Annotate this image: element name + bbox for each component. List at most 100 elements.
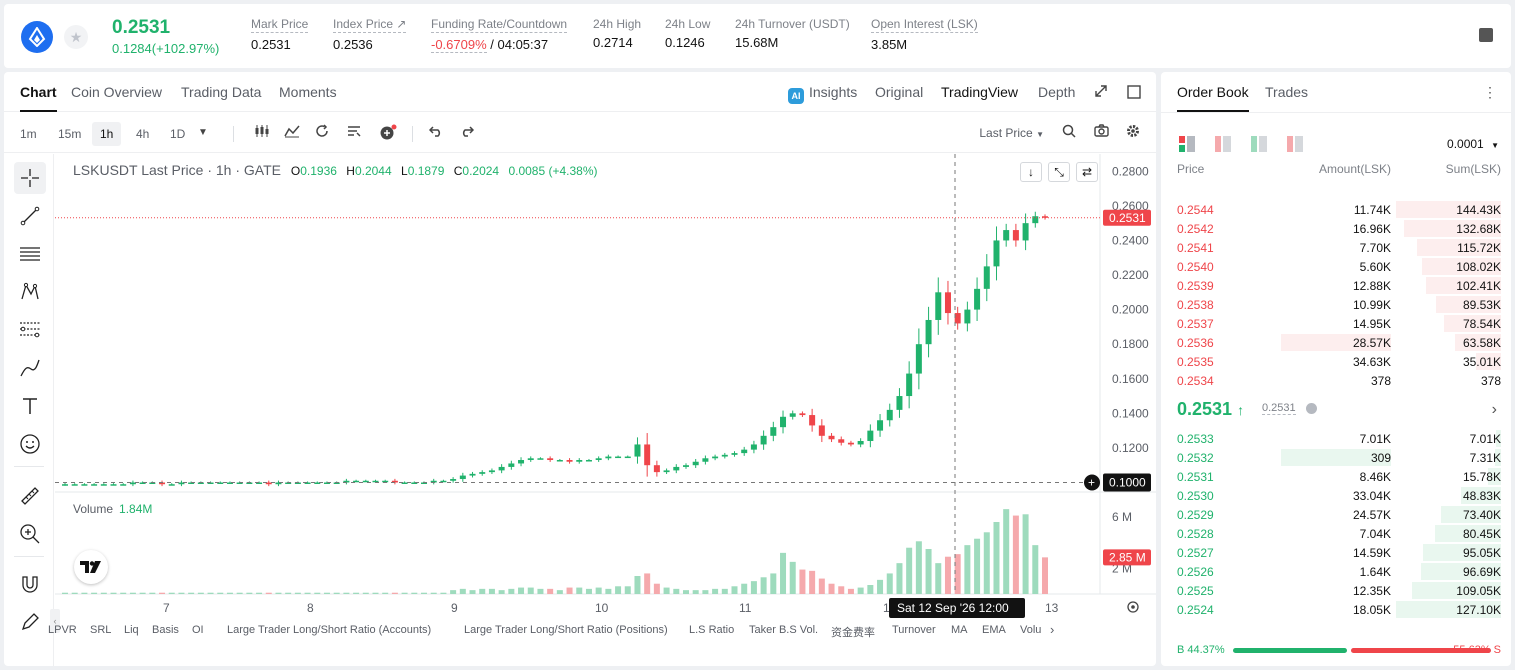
ask-row[interactable]: 0.2538 10.99K 89.53K (1161, 295, 1511, 314)
bid-row[interactable]: 0.2531 8.46K 15.78K (1161, 467, 1511, 486)
tab-moments[interactable]: Moments (279, 84, 337, 100)
window-icon[interactable] (1127, 85, 1141, 104)
timeframe-4h[interactable]: 4h (136, 127, 150, 141)
indicator-funding-rate[interactable]: 资金费率 (831, 627, 875, 639)
collapse-toolbar-chevron-icon[interactable]: ‹ (50, 609, 60, 633)
bid-row[interactable]: 0.2526 1.64K 96.69K (1161, 562, 1511, 581)
indicator-turnover[interactable]: Turnover (892, 624, 936, 636)
ruler-tool-icon[interactable] (14, 480, 46, 512)
timeframe-15m[interactable]: 15m (58, 127, 82, 141)
tab-trading-data[interactable]: Trading Data (181, 84, 262, 100)
swap-icon[interactable]: ⇄ (1076, 162, 1098, 182)
ask-row[interactable]: 0.2537 14.95K 78.54K (1161, 314, 1511, 333)
price-type-select[interactable]: Last Price ▼ (979, 126, 1044, 140)
tab-order-book[interactable]: Order Book (1177, 84, 1249, 112)
emoji-tool-icon[interactable] (14, 428, 46, 460)
candle-body (479, 472, 486, 474)
ask-row[interactable]: 0.2539 12.88K 102.41K (1161, 276, 1511, 295)
indicator-ls-ratio[interactable]: L.S Ratio (689, 624, 735, 636)
more-vertical-icon[interactable]: ⋮ (1483, 84, 1497, 100)
tab-depth[interactable]: Depth (1038, 84, 1076, 100)
gear-icon[interactable] (1126, 124, 1140, 141)
timeframe-1m[interactable]: 1m (20, 127, 37, 141)
redo-icon[interactable] (460, 124, 475, 140)
ask-row[interactable]: 0.2540 5.60K 108.02K (1161, 257, 1511, 276)
timeframe-1d[interactable]: 1D (170, 127, 186, 141)
indicators-icon[interactable] (284, 124, 300, 141)
ask-row[interactable]: 0.2541 7.70K 115.72K (1161, 238, 1511, 257)
tab-original[interactable]: Original (875, 84, 924, 100)
refresh-icon[interactable] (315, 124, 329, 141)
chevron-down-icon[interactable]: ▼ (198, 127, 208, 138)
ask-row[interactable]: 0.2534 378 378 (1161, 371, 1511, 390)
indicator-lt-positions[interactable]: Large Trader Long/Short Ratio (Positions… (464, 624, 668, 636)
templates-icon[interactable] (347, 124, 361, 141)
ask-row[interactable]: 0.2542 16.96K 132.68K (1161, 219, 1511, 238)
search-icon[interactable] (1062, 124, 1076, 141)
chart-canvas[interactable]: 0.2800 0.2600 0.2400 0.2200 0.2000 0.1800 0.16… (55, 154, 1156, 666)
tab-tradingview[interactable]: TradingView (941, 84, 1019, 100)
undo-icon[interactable] (428, 124, 443, 140)
indicator-ma[interactable]: MA (951, 624, 968, 636)
tab-insights[interactable]: AI Insights (788, 84, 857, 104)
indicator-srl[interactable]: SRL (90, 624, 112, 636)
add-indicator-icon[interactable] (379, 124, 397, 143)
precision-select[interactable]: 0.0001 ▼ (1447, 137, 1499, 151)
tab-trades[interactable]: Trades (1265, 84, 1309, 100)
book-icon[interactable] (1479, 28, 1493, 42)
volume-bar (857, 587, 864, 594)
text-tool-icon[interactable] (14, 390, 46, 422)
chevron-right-icon[interactable]: › (1050, 622, 1055, 637)
chevron-right-icon[interactable]: › (1491, 401, 1497, 418)
pattern-tool-icon[interactable] (14, 276, 46, 308)
favorite-star-icon[interactable]: ★ (64, 25, 88, 49)
collapse-icon[interactable]: ⤡ (1048, 162, 1070, 182)
ask-row[interactable]: 0.2536 28.57K 63.58K (1161, 333, 1511, 352)
layout-both-icon[interactable] (1179, 136, 1195, 157)
horizontal-lines-tool-icon[interactable] (14, 238, 46, 270)
bid-row[interactable]: 0.2527 14.59K 95.05K (1161, 543, 1511, 562)
tradingview-logo-icon[interactable] (74, 550, 108, 584)
fib-tool-icon[interactable] (14, 314, 46, 346)
bid-row[interactable]: 0.2530 33.04K 48.83K (1161, 486, 1511, 505)
indicator-oi[interactable]: OI (192, 624, 204, 636)
bid-row[interactable]: 0.2528 7.04K 80.45K (1161, 524, 1511, 543)
arrow-down-icon[interactable]: ↓ (1020, 162, 1042, 182)
camera-icon[interactable] (1094, 124, 1109, 140)
brush-tool-icon[interactable] (14, 352, 46, 384)
price-chart[interactable]: 0.2800 0.2600 0.2400 0.2200 0.2000 0.1800 0.16… (55, 154, 1156, 666)
bid-row[interactable]: 0.2533 7.01K 7.01K (1161, 429, 1511, 448)
bid-row[interactable]: 0.2532 309 7.31K (1161, 448, 1511, 467)
indicator-ema[interactable]: EMA (982, 624, 1006, 636)
chart-settings-icon[interactable] (1126, 600, 1140, 619)
indicator-lpvr[interactable]: LPVR (48, 624, 77, 636)
crosshair-tool-icon[interactable] (14, 162, 46, 194)
bid-row[interactable]: 0.2529 24.57K 73.40K (1161, 505, 1511, 524)
volume-bar (1032, 545, 1039, 594)
tab-coin-overview[interactable]: Coin Overview (71, 84, 163, 100)
stat-value: 0.2714 (593, 35, 633, 50)
bid-row[interactable]: 0.2524 18.05K 127.10K (1161, 600, 1511, 619)
expand-icon[interactable] (1094, 84, 1108, 103)
trend-line-tool-icon[interactable] (14, 200, 46, 232)
stat-index-price[interactable]: Index Price ↗ 0.2536 (333, 17, 407, 52)
layout-bids-icon[interactable] (1251, 136, 1267, 157)
indicator-basis[interactable]: Basis (152, 624, 179, 636)
ticker-header: ★ 0.2531 0.1284(+102.97%) Mark Price 0.2… (4, 4, 1511, 68)
layout-asks-icon[interactable] (1215, 136, 1231, 157)
timeframe-1h[interactable]: 1h (92, 122, 122, 146)
indicator-lt-accounts[interactable]: Large Trader Long/Short Ratio (Accounts) (227, 624, 432, 636)
magnet-icon[interactable] (14, 568, 46, 600)
layout-depth-icon[interactable] (1287, 136, 1303, 157)
pencil-lock-icon[interactable] (14, 606, 46, 638)
indicator-taker-vol[interactable]: Taker B.S Vol. (749, 624, 819, 636)
indicator-volume[interactable]: Volu (1020, 624, 1042, 636)
price-change: 0.1284(+102.97%) (112, 41, 220, 56)
bid-row[interactable]: 0.2525 12.35K 109.05K (1161, 581, 1511, 600)
tab-chart[interactable]: Chart (20, 84, 57, 112)
candles-icon[interactable] (254, 124, 270, 141)
ask-row[interactable]: 0.2535 34.63K 35.01K (1161, 352, 1511, 371)
indicator-liq[interactable]: Liq (124, 624, 139, 636)
ask-row[interactable]: 0.2544 11.74K 144.43K (1161, 200, 1511, 219)
zoom-in-icon[interactable] (14, 518, 46, 550)
